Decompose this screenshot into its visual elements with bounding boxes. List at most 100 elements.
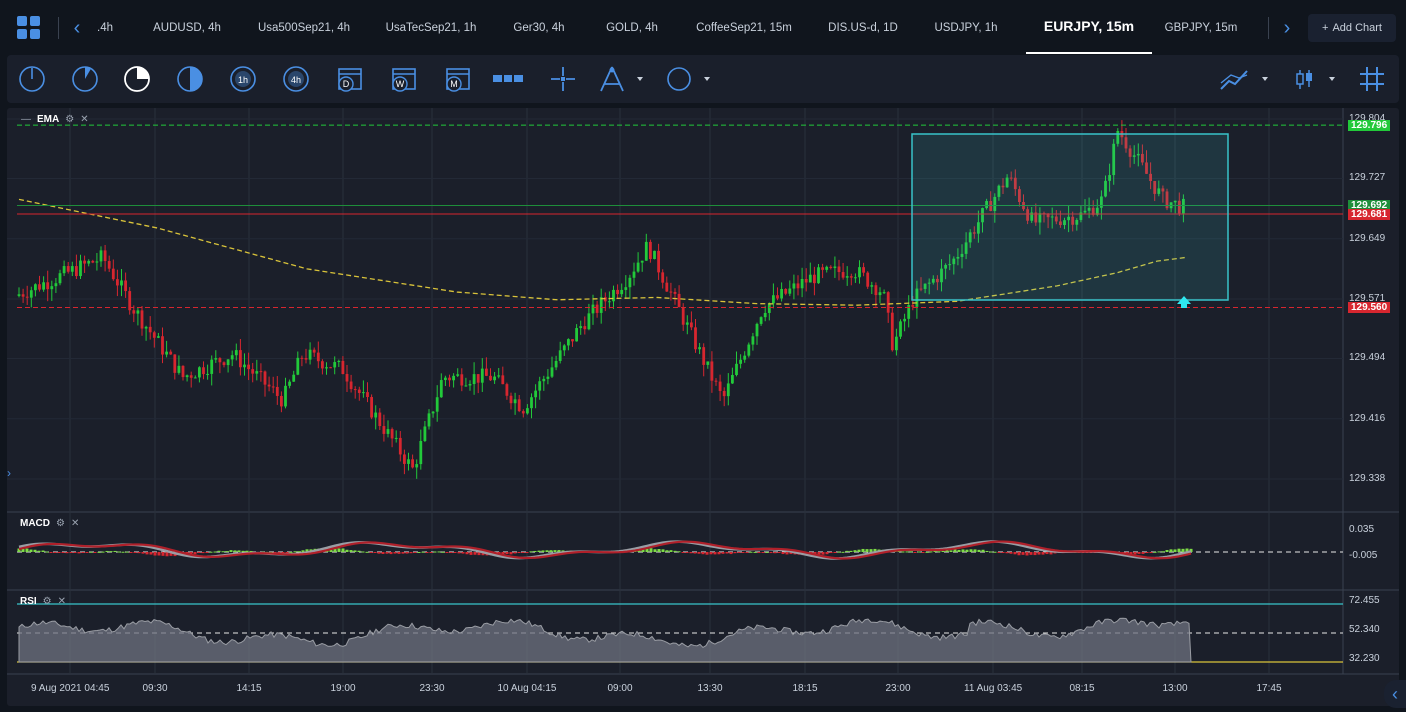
macd-indicator-label: MACD [20, 518, 50, 529]
macd-histogram-bar [1129, 552, 1133, 555]
candle-body [169, 351, 173, 355]
candle-body [1108, 175, 1111, 181]
price-tick-label: 129.571 [1349, 293, 1386, 304]
layout-grid-icon[interactable] [17, 16, 40, 39]
clock-5m-icon [72, 66, 98, 92]
timeframe-daily-button[interactable]: D [334, 65, 364, 93]
timeframe-15m-button[interactable] [122, 65, 152, 93]
rsi-tick-label: 72.455 [1349, 595, 1380, 606]
tab-item[interactable]: .4h [97, 22, 113, 34]
macd-histogram-bar [25, 548, 29, 552]
candle-body [1059, 221, 1062, 226]
candle-body [452, 375, 455, 381]
candle-body [685, 322, 689, 325]
close-icon[interactable]: ✕ [57, 596, 67, 607]
tab-item[interactable]: Ger30, 4h [513, 22, 565, 34]
candle-body [731, 375, 734, 384]
clock-15m-icon [124, 66, 150, 92]
chart-pane[interactable]: — EMA ⚙ ✕ MACD ⚙ ✕ RSI ⚙ ✕ › 9 Aug 2021 … [7, 108, 1399, 706]
candle-body [1116, 130, 1120, 144]
price-chart-canvas[interactable] [7, 108, 1399, 706]
chart-type-line-dropdown[interactable] [1219, 65, 1271, 93]
tab-item[interactable]: UsaTecSep21, 1h [385, 22, 477, 34]
macd-histogram-bar [33, 549, 37, 552]
macd-histogram-bar [65, 552, 69, 554]
candle-body [636, 262, 640, 272]
grid-toggle-button[interactable] [1357, 65, 1387, 93]
candle-body [558, 350, 562, 361]
candle-body [1136, 153, 1140, 156]
candle-body [948, 264, 952, 266]
tab-item[interactable]: GBPJPY, 15m [1164, 22, 1238, 34]
tab-item[interactable]: AUDUSD, 4h [153, 22, 221, 34]
macd-histogram-bar [365, 551, 369, 553]
candle-body [210, 359, 214, 374]
macd-histogram-bar [417, 551, 421, 553]
macd-histogram-bar [89, 551, 93, 553]
candle-body [772, 295, 775, 304]
macd-histogram-bar [1005, 552, 1009, 554]
candle-body [398, 437, 402, 455]
settings-gear-icon[interactable]: ⚙ [65, 114, 75, 125]
tabs-scroll-left-icon[interactable]: ‹ [73, 17, 81, 39]
candle-body [517, 399, 521, 412]
expand-left-panel-icon[interactable]: › [7, 466, 11, 480]
candle-body [353, 389, 357, 391]
macd-histogram-bar [897, 551, 901, 553]
macd-histogram-bar [37, 550, 41, 552]
macd-histogram-bar [249, 550, 253, 552]
candle-body [284, 385, 287, 407]
timeframe-30m-button[interactable] [175, 65, 205, 93]
macd-histogram-bar [85, 552, 89, 553]
settings-gear-icon[interactable]: ⚙ [42, 596, 52, 607]
shapes-dropdown[interactable] [664, 65, 716, 93]
tab-item[interactable]: Usa500Sep21, 4h [257, 22, 351, 34]
settings-gear-icon[interactable]: ⚙ [56, 518, 65, 529]
candle-body [1104, 180, 1107, 197]
tab-item[interactable]: CoffeeSep21, 15m [696, 22, 792, 34]
candle-body [464, 385, 468, 387]
collapse-icon[interactable]: — [21, 114, 31, 125]
macd-histogram-bar [853, 550, 857, 552]
tab-item[interactable]: USDJPY, 1h [934, 22, 998, 34]
candle-body [1087, 207, 1091, 211]
timeframe-4h-button[interactable]: 4h [281, 65, 311, 93]
macd-histogram-bar [677, 551, 681, 553]
timeframe-5m-button[interactable] [70, 65, 100, 93]
close-icon[interactable]: ✕ [70, 518, 80, 529]
candle-body [366, 392, 369, 398]
timeframe-monthly-button[interactable]: M [442, 65, 472, 93]
timeframe-daily-label: D [343, 79, 350, 89]
candle-body [247, 364, 250, 370]
candle-body [345, 374, 349, 382]
timeframe-weekly-button[interactable]: W [388, 65, 418, 93]
drawing-tools-dropdown[interactable] [597, 65, 649, 93]
candle-body [632, 271, 636, 278]
macd-histogram-bar [509, 552, 513, 555]
collapse-right-panel-icon[interactable]: ‹ [1384, 680, 1406, 708]
macd-histogram-bar [1169, 549, 1173, 552]
macd-histogram-bar [513, 552, 517, 554]
add-chart-button[interactable]: + Add Chart [1308, 14, 1396, 42]
close-icon[interactable]: ✕ [80, 114, 89, 125]
candle-body [251, 369, 255, 374]
tab-item[interactable]: GOLD, 4h [606, 22, 658, 34]
macd-histogram-bar [473, 552, 477, 555]
macd-histogram-bar [57, 552, 61, 553]
macd-histogram-bar [69, 552, 73, 553]
tab-item[interactable]: DIS.US-d, 1D [828, 22, 898, 34]
timeframe-1h-button[interactable]: 1h [228, 65, 258, 93]
crosshair-tool-button[interactable] [548, 65, 578, 93]
macd-histogram-bar [681, 552, 685, 553]
timeframe-1m-button[interactable] [17, 65, 47, 93]
ruler-tool-button[interactable] [493, 65, 523, 93]
macd-histogram-bar [921, 552, 925, 553]
candle-body [103, 250, 107, 262]
tabs-scroll-right-icon[interactable]: › [1283, 17, 1291, 39]
add-chart-label: Add Chart [1332, 22, 1382, 34]
tab-item-active[interactable]: EURJPY, 15m [1026, 0, 1152, 54]
macd-histogram-bar [909, 551, 913, 553]
chart-type-candle-dropdown[interactable] [1292, 65, 1344, 93]
candle-body [776, 295, 779, 299]
macd-histogram-bar [1041, 552, 1045, 555]
